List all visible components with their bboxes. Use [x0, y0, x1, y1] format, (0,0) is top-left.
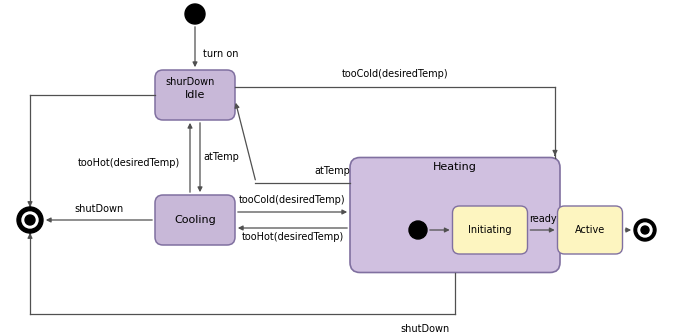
FancyBboxPatch shape — [155, 195, 235, 245]
Text: shutDown: shutDown — [400, 324, 450, 334]
FancyBboxPatch shape — [155, 70, 235, 120]
Text: tooHot(desiredTemp): tooHot(desiredTemp) — [78, 158, 180, 168]
Text: ready: ready — [529, 214, 556, 224]
Text: tooCold(desiredTemp): tooCold(desiredTemp) — [239, 195, 346, 205]
Text: Cooling: Cooling — [174, 215, 216, 225]
Circle shape — [634, 219, 656, 241]
Text: shurDown: shurDown — [165, 77, 215, 87]
Text: atTemp: atTemp — [203, 153, 239, 163]
Text: tooCold(desiredTemp): tooCold(desiredTemp) — [342, 69, 448, 79]
Circle shape — [409, 221, 427, 239]
FancyBboxPatch shape — [452, 206, 527, 254]
Text: tooHot(desiredTemp): tooHot(desiredTemp) — [242, 232, 344, 242]
Circle shape — [185, 4, 205, 24]
FancyBboxPatch shape — [350, 158, 560, 272]
Text: Active: Active — [575, 225, 605, 235]
FancyBboxPatch shape — [558, 206, 622, 254]
Circle shape — [638, 223, 652, 237]
Circle shape — [22, 212, 38, 228]
Text: Initiating: Initiating — [468, 225, 512, 235]
Text: shutDown: shutDown — [74, 204, 124, 214]
Text: Idle: Idle — [185, 90, 205, 100]
Text: turn on: turn on — [203, 49, 238, 59]
Circle shape — [25, 215, 35, 225]
Text: Heating: Heating — [433, 163, 477, 172]
Circle shape — [641, 226, 649, 234]
Circle shape — [17, 207, 43, 233]
Text: atTemp: atTemp — [315, 166, 350, 175]
